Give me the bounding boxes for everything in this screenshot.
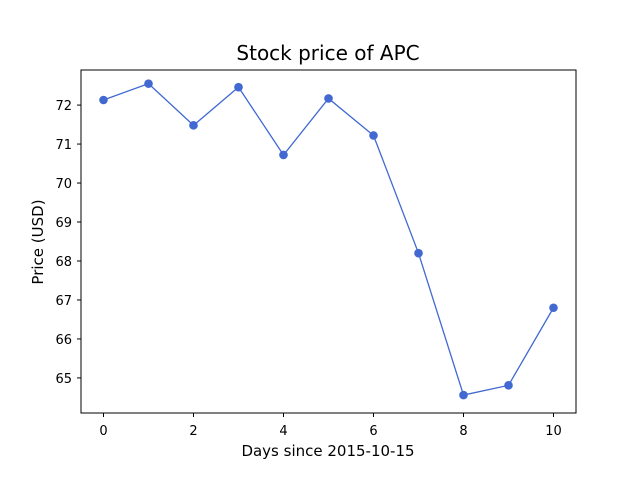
y-tick-label: 67 [55,294,72,309]
x-tick-label: 6 [369,424,377,439]
data-point [234,82,243,92]
data-point [189,121,198,130]
x-tick-label: 2 [189,424,197,439]
x-tick-label: 10 [545,424,562,439]
y-tick-label: 71 [55,138,72,153]
series-line [103,82,555,396]
data-point [459,390,468,400]
data-point [144,79,153,88]
y-tick-label: 70 [55,177,72,192]
plot-area-frame [80,69,577,414]
data-point [369,131,378,140]
data-point [549,303,558,313]
y-tick-label: 68 [55,255,72,270]
y-axis-ticks: 65 66 67 68 69 70 71 72 [55,99,81,387]
y-tick-label: 65 [55,372,72,387]
x-tick-label: 8 [459,424,467,439]
data-point [99,95,108,105]
x-tick-label: 4 [279,424,287,439]
x-tick-label: 0 [99,424,107,439]
chart-title: Stock price of APC [236,41,419,65]
y-tick-label: 69 [55,216,72,231]
y-axis-label: Price (USD) [29,199,47,284]
y-tick-label: 72 [55,99,72,114]
x-axis-ticks: 0 2 4 6 8 10 [99,413,562,439]
y-tick-label: 66 [55,333,72,348]
data-point [324,94,333,103]
x-axis-label: Days since 2015-10-15 [241,442,414,460]
data-point [504,381,513,390]
data-point [414,248,423,258]
price-series [99,79,558,400]
data-point [279,150,288,160]
